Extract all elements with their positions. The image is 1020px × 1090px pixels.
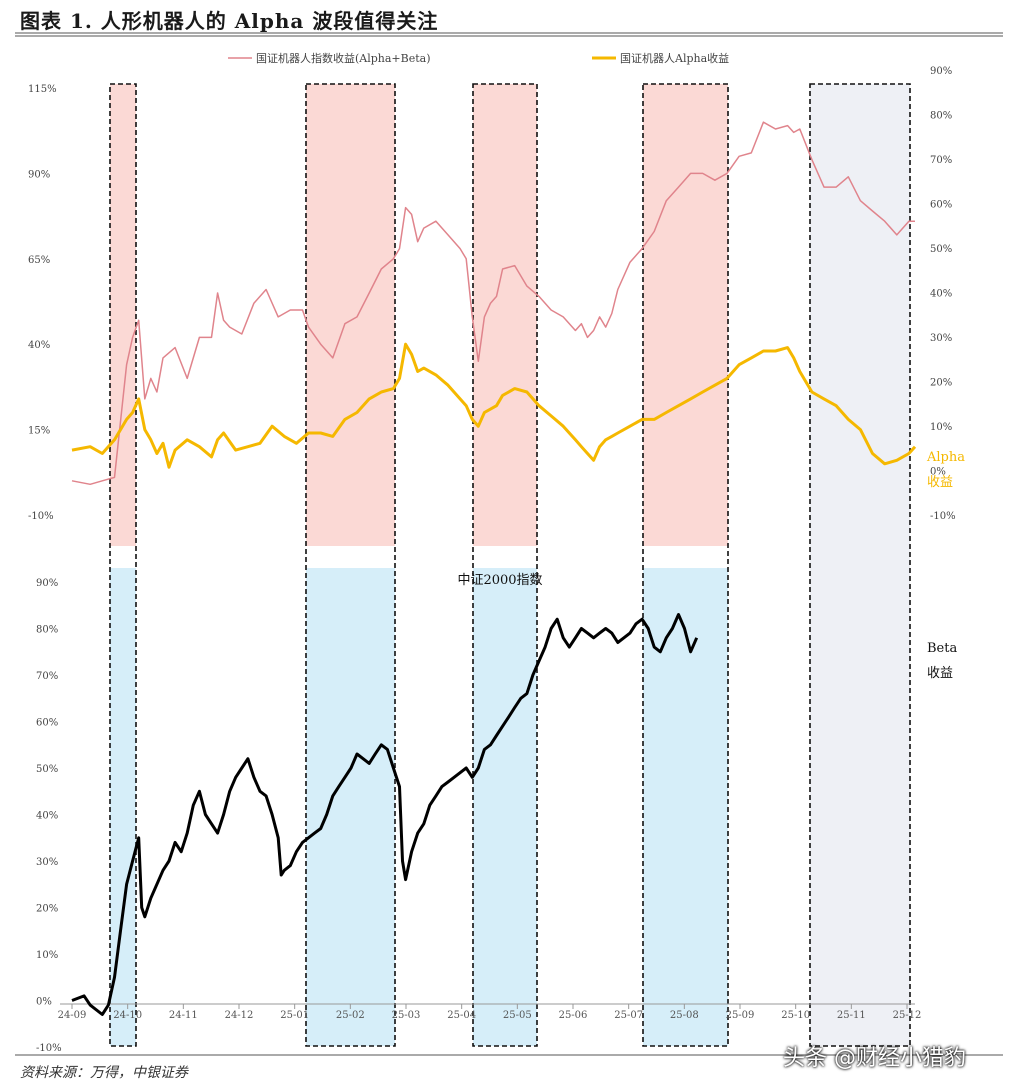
beta-side-label-2: 收益	[927, 666, 953, 681]
figure-title: 图表 1. 人形机器人的 Alpha 波段值得关注	[20, 9, 439, 33]
watermark: 头条 @财经小猎豹	[783, 1046, 966, 1071]
x-tick-label: 25-03	[392, 1010, 421, 1021]
lower-y-tick: 40%	[36, 811, 58, 822]
x-tick-label: 25-07	[614, 1010, 643, 1021]
x-tick-label: 25-01	[280, 1010, 309, 1021]
upper-left-tick: 15%	[28, 426, 50, 437]
blue-band-3	[643, 568, 728, 1046]
dashed-box-1	[305, 83, 396, 1047]
pink-band-3	[643, 84, 728, 546]
pink-band-1	[306, 84, 395, 546]
upper-left-tick: 90%	[28, 169, 50, 180]
x-tick-label: 25-06	[559, 1010, 588, 1021]
upper-right-tick: 70%	[930, 155, 952, 166]
x-tick-label: 25-02	[336, 1010, 365, 1021]
lower-panel-title: 中证2000指数	[457, 573, 542, 588]
upper-right-tick: 80%	[930, 111, 952, 122]
x-tick-label: 24-09	[58, 1010, 87, 1021]
upper-right-tick: 0%	[930, 467, 946, 478]
upper-right-tick: 50%	[930, 244, 952, 255]
x-tick-label: 24-12	[225, 1010, 254, 1021]
x-tick-label: 25-09	[726, 1010, 755, 1021]
grey-band	[810, 84, 910, 1046]
lower-y-tick: 70%	[36, 671, 58, 682]
upper-right-tick: -10%	[930, 511, 956, 522]
upper-right-tick: 90%	[930, 66, 952, 77]
blue-band-1	[306, 568, 395, 1046]
pink-band-0	[110, 84, 136, 546]
lower-y-tick: 10%	[36, 950, 58, 961]
alpha-side-label: Alpha	[926, 450, 965, 465]
x-tick-label: 25-10	[781, 1010, 810, 1021]
upper-right-tick: 20%	[930, 378, 952, 389]
blue-band-2	[473, 568, 537, 1046]
lower-y-tick: 50%	[36, 764, 58, 775]
x-tick-label: 25-04	[447, 1010, 476, 1021]
lower-y-tick: 0%	[36, 997, 52, 1008]
upper-right-tick: 60%	[930, 200, 952, 211]
upper-left-tick: 40%	[28, 340, 50, 351]
series-line-total	[71, 121, 915, 486]
dashed-box-0	[109, 83, 137, 1047]
lower-y-tick: -10%	[36, 1043, 62, 1054]
beta-side-label: Beta	[927, 641, 957, 656]
x-tick-label: 24-11	[169, 1010, 198, 1021]
x-tick-label: 25-12	[893, 1010, 922, 1021]
pink-band-2	[473, 84, 537, 546]
series-line-alpha	[71, 342, 917, 469]
x-tick-label: 25-08	[670, 1010, 699, 1021]
dashed-box-grey	[809, 83, 911, 1047]
lower-y-tick: 30%	[36, 857, 58, 868]
legend-label-alpha: 国证机器人Alpha收益	[620, 51, 729, 65]
lower-y-tick: 90%	[36, 578, 58, 589]
lower-y-tick: 20%	[36, 904, 58, 915]
source-note: 资料来源：万得，中银证券	[20, 1065, 188, 1081]
dashed-box-3	[642, 83, 729, 1047]
x-tick-label: 25-11	[837, 1010, 866, 1021]
lower-y-tick: 80%	[36, 625, 58, 636]
upper-right-tick: 30%	[930, 333, 952, 344]
dashed-box-2	[472, 83, 538, 1047]
upper-left-tick: -10%	[28, 511, 54, 522]
x-tick-label: 24-10	[113, 1010, 142, 1021]
lower-y-tick: 60%	[36, 718, 58, 729]
blue-band-0	[110, 568, 136, 1046]
series-line-beta	[71, 613, 699, 1016]
x-tick-label: 25-05	[503, 1010, 532, 1021]
upper-right-tick: 10%	[930, 422, 952, 433]
upper-left-tick: 65%	[28, 255, 50, 266]
upper-right-tick: 40%	[930, 289, 952, 300]
upper-left-tick: 115%	[28, 84, 57, 95]
legend-label-total: 国证机器人指数收益(Alpha+Beta)	[256, 51, 431, 65]
alpha-side-label-2: 收益	[927, 475, 953, 490]
